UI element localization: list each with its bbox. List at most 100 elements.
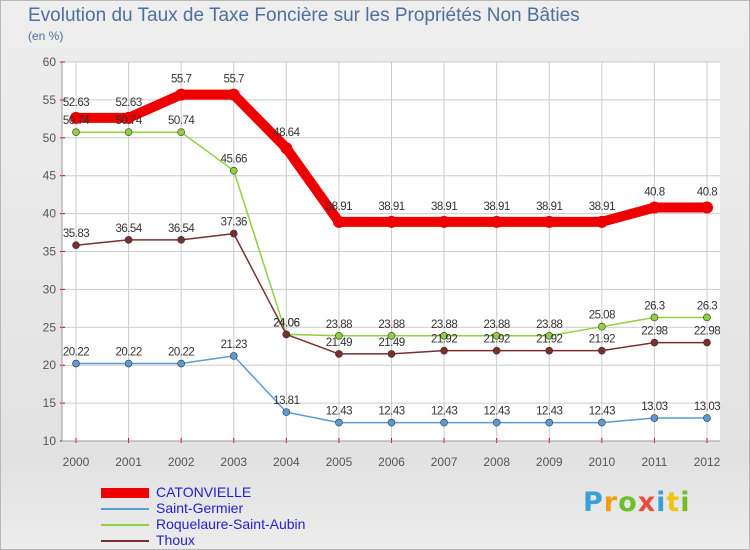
data-label-roquelaure-saint-aubin-2010: 25.08	[589, 310, 615, 322]
data-label-saint-germier-2001: 20.22	[115, 347, 141, 359]
data-label-saint-germier-2010: 12.43	[589, 406, 615, 418]
data-label-roquelaure-saint-aubin-2005: 23.88	[326, 319, 352, 331]
y-tick-label-30: 30	[43, 282, 57, 296]
data-point-thoux-2010	[598, 346, 606, 355]
data-point-saint-germier-2012	[703, 414, 711, 422]
data-point-saint-germier-2001	[124, 359, 133, 368]
data-point-saint-germier-2006	[387, 418, 396, 427]
y-tick-label-15: 15	[43, 396, 57, 410]
data-point-catonvielle-2001	[122, 111, 135, 124]
chart-title: Evolution du Taux de Taxe Foncière sur l…	[28, 5, 580, 26]
y-tick-label-20: 20	[43, 358, 57, 372]
data-label-saint-germier-2005: 12.43	[326, 406, 352, 418]
data-point-catonvielle-2002	[175, 88, 188, 101]
data-point-saint-germier-2008	[492, 418, 501, 427]
data-label-thoux-2001: 36.54	[115, 223, 142, 235]
data-point-catonvielle-2009	[543, 215, 556, 228]
x-tick-label-2007: 2007	[431, 455, 458, 469]
x-tick-label-2002: 2002	[168, 455, 195, 469]
x-tick-label-2010: 2010	[588, 455, 615, 469]
data-point-saint-germier-2011	[650, 414, 659, 422]
data-label-catonvielle-2009: 38.91	[536, 201, 562, 213]
x-tick-label-2008: 2008	[483, 455, 510, 469]
data-point-thoux-2011	[650, 338, 659, 347]
data-label-thoux-2000: 35.83	[63, 228, 89, 240]
data-point-thoux-2004	[282, 330, 291, 339]
y-tick-label-55: 55	[43, 93, 57, 107]
legend-swatch-thoux	[101, 540, 149, 542]
data-label-thoux-2008: 21.92	[484, 334, 510, 346]
data-label-catonvielle-2006: 38.91	[378, 201, 404, 213]
data-point-catonvielle-2005	[332, 215, 345, 228]
data-label-roquelaure-saint-aubin-2007: 23.88	[431, 319, 457, 331]
data-point-roquelaure-saint-aubin-2007	[440, 331, 448, 340]
data-label-saint-germier-2012: 13.03	[694, 401, 720, 413]
data-label-roquelaure-saint-aubin-2000: 50.74	[63, 115, 90, 127]
data-point-saint-germier-2009	[545, 418, 554, 427]
data-label-saint-germier-2002: 20.22	[168, 347, 194, 359]
data-label-catonvielle-2008: 38.91	[484, 201, 510, 213]
data-label-thoux-2004: 24.06	[273, 317, 299, 329]
data-label-roquelaure-saint-aubin-2011: 26.3	[644, 300, 664, 312]
x-tick-label-2000: 2000	[63, 455, 90, 469]
data-label-roquelaure-saint-aubin-2004: 24.06	[273, 317, 299, 329]
data-point-thoux-2007	[440, 346, 448, 355]
logo-letter: P	[583, 487, 604, 518]
data-point-roquelaure-saint-aubin-2010	[598, 322, 606, 331]
proxiti-logo: Proxiti	[583, 487, 691, 518]
y-tick-label-50: 50	[43, 131, 57, 145]
data-label-roquelaure-saint-aubin-2003: 45.66	[221, 154, 247, 166]
data-label-saint-germier-2003: 21.23	[221, 339, 247, 351]
data-point-catonvielle-2011	[648, 201, 661, 214]
legend-label-thoux: Thoux	[156, 532, 195, 548]
data-point-roquelaure-saint-aubin-2001	[124, 128, 133, 136]
data-point-catonvielle-2006	[385, 215, 398, 228]
data-point-roquelaure-saint-aubin-2009	[545, 331, 554, 340]
data-label-thoux-2005: 21.49	[326, 337, 352, 349]
data-point-roquelaure-saint-aubin-2011	[650, 313, 659, 322]
data-label-saint-germier-2007: 12.43	[431, 406, 457, 418]
data-label-thoux-2003: 37.36	[221, 217, 247, 229]
data-point-thoux-2009	[545, 346, 554, 355]
data-label-saint-germier-2004: 13.81	[273, 395, 299, 407]
data-label-roquelaure-saint-aubin-2002: 50.74	[168, 115, 195, 127]
data-point-thoux-2005	[335, 350, 343, 358]
legend-swatch-saint-germier	[101, 508, 149, 510]
x-tick-label-2001: 2001	[115, 455, 142, 469]
data-label-roquelaure-saint-aubin-2008: 23.88	[484, 319, 510, 331]
y-tick-label-60: 60	[43, 55, 57, 69]
legend-label-catonvielle: CATONVIELLE	[156, 484, 252, 500]
data-label-saint-germier-2011: 13.03	[641, 401, 667, 413]
y-tick-label-40: 40	[43, 207, 57, 221]
data-point-thoux-2000	[72, 241, 80, 250]
data-label-catonvielle-2001: 52.63	[115, 97, 141, 109]
data-point-thoux-2006	[387, 350, 396, 358]
x-tick-label-2005: 2005	[326, 455, 353, 469]
data-point-thoux-2001	[124, 236, 133, 244]
data-point-catonvielle-2007	[438, 215, 451, 228]
data-label-saint-germier-2006: 12.43	[378, 406, 404, 418]
legend-swatch-catonvielle	[101, 488, 149, 498]
data-point-saint-germier-2007	[440, 418, 448, 427]
data-point-roquelaure-saint-aubin-2003	[229, 166, 238, 175]
y-tick-label-10: 10	[43, 434, 57, 448]
data-point-saint-germier-2003	[229, 352, 238, 360]
data-label-catonvielle-2010: 38.91	[589, 201, 615, 213]
y-tick-label-45: 45	[43, 169, 57, 183]
x-tick-label-2004: 2004	[273, 455, 300, 469]
x-tick-label-2006: 2006	[378, 455, 405, 469]
legend-swatch-roquelaure-saint-aubin	[101, 524, 149, 526]
y-axis-unit-label: (en %)	[28, 29, 64, 43]
logo-letter: i	[656, 487, 667, 518]
x-tick-label-2009: 2009	[536, 455, 563, 469]
data-point-roquelaure-saint-aubin-2008	[492, 331, 501, 340]
data-point-catonvielle-2000	[70, 111, 82, 124]
data-point-catonvielle-2004	[280, 142, 293, 155]
data-label-saint-germier-2000: 20.22	[63, 347, 89, 359]
data-point-thoux-2008	[492, 346, 501, 355]
data-label-saint-germier-2008: 12.43	[484, 406, 510, 418]
data-point-roquelaure-saint-aubin-2006	[387, 331, 396, 340]
x-tick-label-2011: 2011	[642, 455, 668, 469]
